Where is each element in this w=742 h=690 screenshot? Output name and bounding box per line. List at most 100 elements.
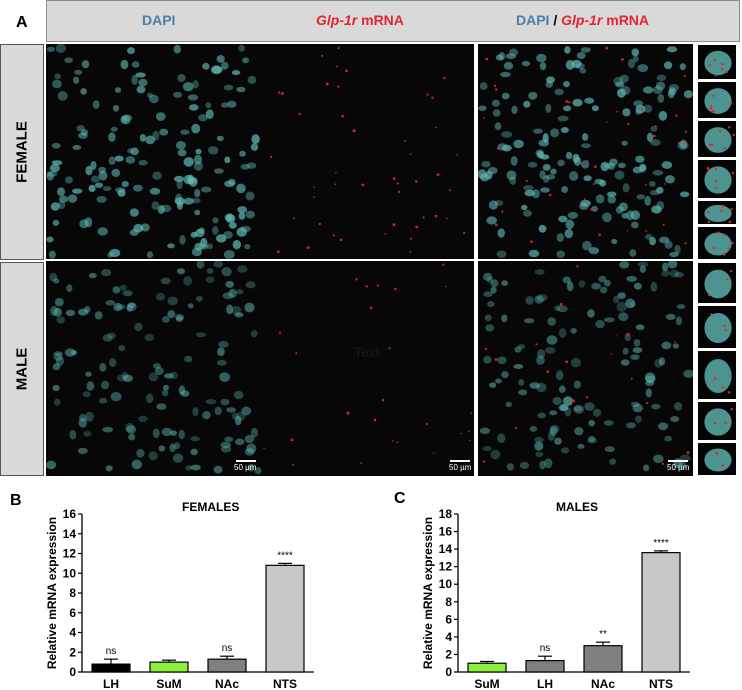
nucleus <box>609 458 616 465</box>
mrna-dot <box>721 62 724 66</box>
mrna-dot <box>388 347 391 350</box>
nucleus <box>578 280 586 288</box>
nucleus <box>180 390 190 397</box>
nucleus <box>669 251 679 258</box>
nucleus <box>179 235 186 245</box>
nucleus <box>536 355 545 365</box>
nucleus <box>484 314 492 322</box>
nucleus <box>144 333 155 342</box>
nucleus <box>679 63 686 71</box>
nucleus <box>83 430 92 437</box>
nucleus <box>564 228 574 239</box>
nucleus <box>545 174 556 180</box>
nucleus <box>495 378 502 384</box>
nucleus <box>619 74 629 83</box>
nucleus <box>129 208 139 217</box>
nucleus <box>618 312 629 322</box>
y-tick-label: 2 <box>445 647 452 661</box>
mrna-dot <box>346 411 350 415</box>
mrna-dot <box>530 240 533 244</box>
nucleus <box>57 187 65 197</box>
nucleus <box>575 62 585 70</box>
nucleus <box>216 135 224 142</box>
micrograph-dapi-and-mrna <box>46 44 474 476</box>
nucleus <box>634 282 642 290</box>
mrna-dot <box>714 179 718 183</box>
nucleus <box>194 189 201 198</box>
mrna-dot <box>732 133 735 137</box>
zoom-thumbnail <box>697 442 737 476</box>
nucleus <box>658 357 666 366</box>
nucleus <box>192 80 199 89</box>
nucleus <box>125 156 136 164</box>
nucleus <box>120 59 129 70</box>
nucleus <box>669 269 680 278</box>
mrna-dot <box>426 93 429 96</box>
nucleus <box>90 161 97 170</box>
nucleus <box>505 401 512 407</box>
nucleus <box>200 237 208 248</box>
nucleus <box>160 277 171 285</box>
nucleus <box>125 422 134 433</box>
mrna-dot <box>409 250 412 253</box>
mrna-dot <box>334 183 337 185</box>
nucleus <box>149 187 161 195</box>
nucleus <box>65 176 73 184</box>
nucleus <box>588 420 595 427</box>
nucleus <box>187 174 195 185</box>
nucleus <box>206 243 213 250</box>
nucleus <box>683 90 693 99</box>
nucleus <box>176 200 183 210</box>
nucleus <box>162 316 170 323</box>
nucleus <box>96 195 107 203</box>
nucleus <box>490 449 501 460</box>
nucleus <box>481 161 491 168</box>
nucleus <box>213 465 223 474</box>
nucleus <box>542 164 551 171</box>
nucleus <box>626 210 634 221</box>
mrna-dot <box>730 270 733 273</box>
nucleus <box>70 350 78 356</box>
nucleus <box>644 195 652 206</box>
nucleus <box>546 335 558 345</box>
nucleus <box>177 268 185 275</box>
nucleus <box>191 247 202 257</box>
nucleus <box>234 415 242 426</box>
nucleus <box>122 374 133 382</box>
row-label-male: MALE <box>13 347 31 391</box>
nucleus <box>592 408 602 417</box>
mrna-dot <box>590 208 594 211</box>
nucleus <box>94 311 103 320</box>
nucleus <box>591 282 601 290</box>
mrna-dot <box>482 460 486 463</box>
nucleus <box>494 200 504 206</box>
nucleus <box>650 281 658 292</box>
nucleus <box>643 464 650 472</box>
nucleus <box>639 265 646 273</box>
nucleus <box>208 146 219 155</box>
mrna-dot <box>567 104 570 107</box>
panel-letter-c: C <box>394 490 406 507</box>
header-merge-gene: Glp-1r <box>561 12 603 28</box>
nucleus <box>557 115 569 122</box>
nucleus <box>206 268 214 274</box>
nucleus <box>560 127 569 133</box>
nucleus <box>244 243 251 250</box>
nucleus <box>212 66 223 74</box>
mrna-dot <box>710 313 713 316</box>
mrna-dot <box>398 190 401 193</box>
nucleus <box>651 403 661 410</box>
y-tick-label: 4 <box>445 630 452 644</box>
nucleus <box>80 88 87 95</box>
nucleus <box>486 216 497 225</box>
nucleus <box>81 60 90 69</box>
nucleus <box>556 233 564 242</box>
nucleus <box>101 269 112 277</box>
nucleus <box>237 206 248 214</box>
mrna-dot <box>730 208 733 211</box>
nucleus <box>57 200 66 210</box>
nucleus <box>704 88 732 114</box>
nucleus <box>570 357 581 368</box>
mrna-dot <box>713 377 717 380</box>
mrna-dot <box>626 230 629 232</box>
